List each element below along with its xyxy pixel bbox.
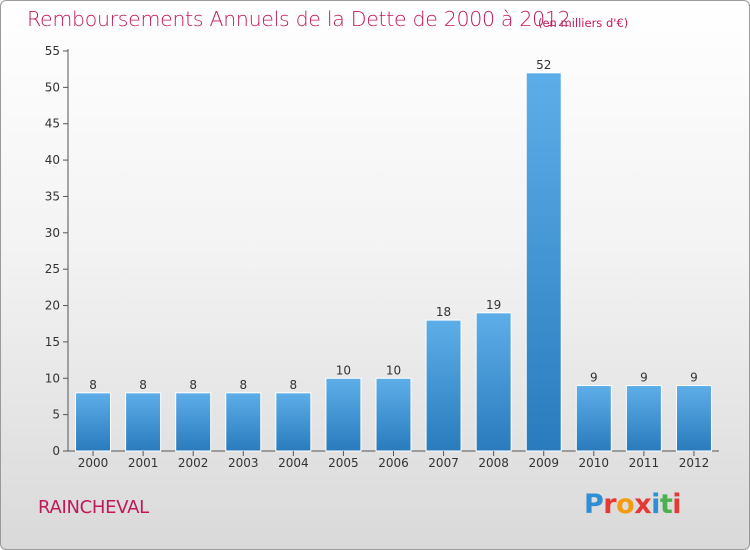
x-tick-label: 2008: [478, 456, 509, 470]
data-label: 9: [690, 371, 698, 385]
data-label: 8: [89, 378, 97, 392]
commune-name: RAINCHEVAL: [38, 497, 149, 518]
logo-letter: x: [634, 489, 652, 520]
bar: [575, 385, 612, 452]
bar: [125, 392, 162, 452]
logo-letter: t: [659, 489, 673, 520]
logo-letter: o: [616, 489, 635, 520]
y-tick-label: 50: [45, 80, 60, 94]
x-tick-label: 2007: [428, 456, 459, 470]
x-tick-label: 2002: [178, 456, 209, 470]
proxiti-logo: Proxiti: [584, 489, 682, 520]
bar: [625, 385, 662, 452]
x-tick-label: 2011: [629, 456, 660, 470]
bar: [175, 392, 212, 452]
bar: [425, 319, 462, 452]
x-tick-label: 2009: [528, 456, 559, 470]
bar: [75, 392, 112, 452]
bar: [675, 385, 712, 452]
y-tick-label: 0: [52, 444, 60, 458]
chart-subtitle: (en milliers d'€): [538, 16, 629, 30]
bar: [275, 392, 312, 452]
y-tick-label: 10: [45, 371, 60, 385]
data-label: 8: [139, 378, 147, 392]
data-label: 9: [590, 371, 598, 385]
data-label: 52: [536, 58, 551, 72]
bar: [325, 377, 362, 452]
bar: [525, 72, 562, 452]
data-label: 19: [486, 298, 501, 312]
y-tick-label: 5: [52, 408, 60, 422]
logo-letter: i: [651, 489, 660, 520]
data-label: 18: [436, 305, 451, 319]
y-tick-label: 40: [45, 153, 60, 167]
y-tick-label: 15: [45, 335, 60, 349]
x-tick-label: 2010: [579, 456, 610, 470]
bar: [225, 392, 262, 452]
logo-letter: r: [603, 489, 617, 520]
data-label: 10: [386, 363, 401, 377]
data-label: 8: [290, 378, 298, 392]
x-tick-label: 2003: [228, 456, 259, 470]
x-tick-label: 2000: [78, 456, 109, 470]
x-tick-label: 2001: [128, 456, 159, 470]
data-label: 8: [189, 378, 197, 392]
y-tick-label: 30: [45, 226, 60, 240]
y-tick-label: 20: [45, 299, 60, 313]
y-tick-label: 45: [45, 117, 60, 131]
y-tick-label: 55: [45, 44, 60, 58]
logo-letter: P: [584, 489, 604, 520]
data-label: 10: [336, 363, 351, 377]
y-tick-label: 25: [45, 262, 60, 276]
x-tick-label: 2005: [328, 456, 359, 470]
data-label: 9: [640, 371, 648, 385]
y-tick-label: 35: [45, 189, 60, 203]
data-label: 8: [239, 378, 247, 392]
bar: [375, 377, 412, 452]
logo-letter: i: [672, 489, 682, 520]
x-tick-label: 2004: [278, 456, 309, 470]
bar: [475, 312, 512, 452]
x-tick-label: 2012: [679, 456, 710, 470]
x-tick-label: 2006: [378, 456, 409, 470]
chart-title: Remboursements Annuels de la Dette de 20…: [27, 7, 571, 31]
